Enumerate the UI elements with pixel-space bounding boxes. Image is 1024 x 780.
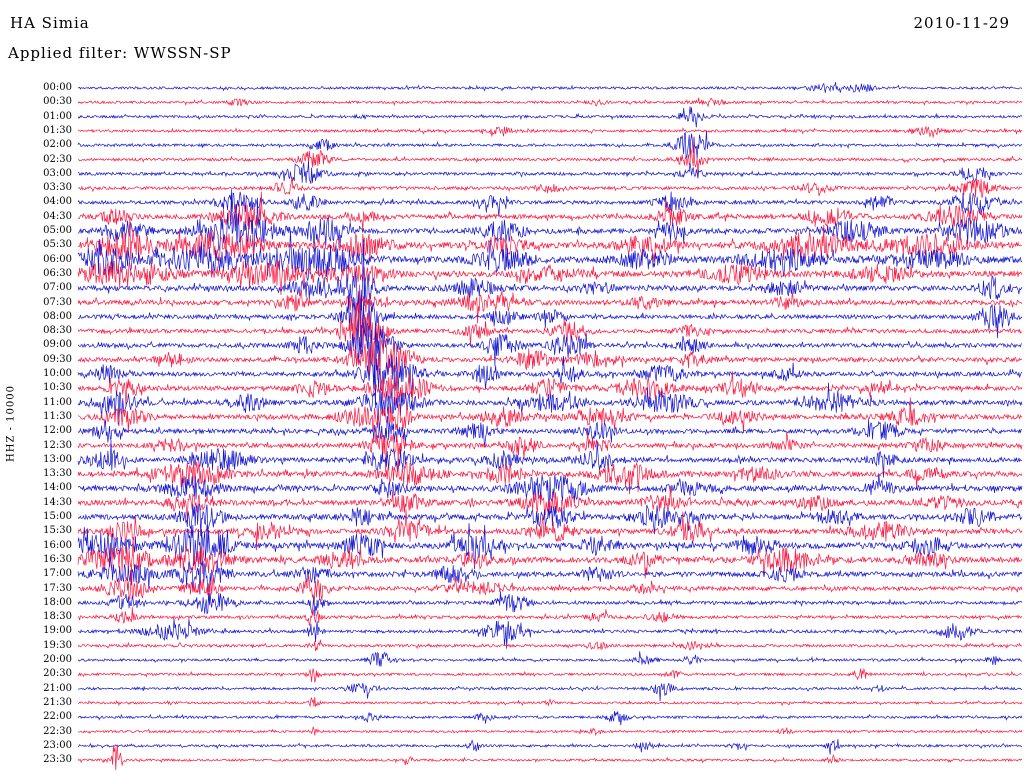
time-label: 17:30 — [43, 582, 72, 594]
seismogram-trace-02:30 — [77, 140, 1023, 175]
seismogram-trace-07:30 — [77, 289, 1023, 324]
time-label: 20:00 — [43, 654, 72, 665]
time-label: 14:30 — [43, 496, 72, 508]
seismogram-trace-16:30 — [77, 536, 1023, 579]
seismogram-trace-09:00 — [77, 322, 1022, 390]
time-label: 20:30 — [43, 668, 72, 680]
seismogram-trace-07:00 — [77, 239, 1023, 311]
seismogram-trace-00:00 — [77, 82, 1023, 93]
time-label: 04:30 — [43, 210, 72, 222]
time-label: 05:00 — [43, 225, 72, 236]
seismogram-trace-11:00 — [77, 382, 1023, 428]
time-label: 21:00 — [43, 682, 72, 694]
seismogram-trace-14:00 — [77, 473, 1023, 519]
seismogram-trace-17:30 — [77, 564, 1023, 606]
seismogram-trace-01:00 — [77, 106, 1023, 128]
seismogram-trace-03:00 — [77, 161, 1023, 184]
time-label: 10:00 — [43, 368, 72, 379]
time-label: 23:00 — [43, 739, 72, 751]
seismogram-trace-08:00 — [77, 289, 1023, 339]
seismogram-trace-19:00 — [78, 618, 1023, 649]
seismogram-trace-12:30 — [77, 425, 1023, 472]
time-label: 00:30 — [43, 96, 72, 108]
seismogram-trace-11:30 — [77, 397, 1023, 434]
seismogram-trace-17:00 — [77, 556, 1023, 595]
time-label: 18:00 — [43, 596, 72, 608]
time-label: 14:00 — [43, 482, 72, 494]
seismogram-trace-14:30 — [77, 485, 1023, 523]
time-label: 11:30 — [43, 410, 72, 422]
seismogram-trace-04:00 — [77, 191, 1023, 217]
seismogram-trace-05:00 — [77, 189, 1023, 265]
time-label: 08:00 — [43, 310, 72, 322]
seismogram-trace-22:30 — [77, 726, 1023, 737]
seismogram-trace-18:00 — [77, 591, 1023, 616]
time-label: 13:00 — [43, 453, 72, 465]
seismogram-trace-15:00 — [77, 503, 1023, 537]
time-label: 12:30 — [43, 439, 72, 451]
time-label: 15:00 — [43, 511, 72, 522]
seismogram-trace-10:00 — [77, 354, 1023, 409]
time-label: 19:00 — [43, 625, 72, 637]
time-label: 05:30 — [43, 239, 72, 251]
time-label: 01:00 — [43, 110, 72, 122]
seismogram-trace-23:00 — [77, 739, 1023, 755]
seismogram-trace-03:30 — [77, 176, 1023, 198]
seismogram-trace-08:30 — [77, 284, 1023, 352]
seismogram-trace-22:00 — [77, 711, 1023, 726]
time-label: 04:00 — [43, 196, 72, 208]
time-label: 19:30 — [43, 639, 72, 651]
time-label: 00:00 — [43, 82, 72, 93]
seismogram-trace-06:30 — [77, 260, 1023, 296]
time-label: 02:30 — [43, 153, 72, 165]
time-label: 13:30 — [43, 468, 72, 480]
time-label: 03:30 — [43, 182, 72, 194]
time-label: 22:30 — [43, 725, 72, 737]
seismogram-trace-16:00 — [77, 523, 1023, 570]
time-label: 03:00 — [43, 167, 72, 179]
time-label: 07:30 — [43, 296, 72, 308]
seismogram-trace-20:00 — [77, 651, 1022, 667]
seismogram-trace-23:30 — [77, 744, 1023, 771]
time-label: 09:00 — [43, 339, 72, 351]
time-label: 07:00 — [43, 282, 72, 294]
time-label: 15:30 — [43, 525, 72, 537]
time-label: 16:00 — [43, 539, 72, 551]
seismogram-trace-20:30 — [77, 667, 1022, 683]
time-label: 02:00 — [43, 139, 72, 151]
time-label: 17:00 — [43, 568, 72, 580]
seismogram-trace-00:30 — [77, 97, 1023, 108]
time-label: 18:30 — [43, 611, 72, 623]
record-date: 2010-11-29 — [913, 14, 1010, 32]
seismogram-trace-21:30 — [77, 696, 1023, 708]
seismogram-trace-01:30 — [77, 125, 1022, 138]
time-label: 01:30 — [43, 124, 72, 136]
station-name: HA Simia — [10, 14, 90, 32]
time-label: 12:00 — [43, 425, 72, 437]
time-label: 10:30 — [43, 382, 72, 394]
time-label: 16:30 — [43, 553, 72, 565]
seismogram-trace-04:30 — [77, 191, 1023, 231]
seismogram-trace-18:30 — [77, 606, 1023, 626]
seismogram-trace-21:00 — [78, 682, 1023, 702]
time-label: 06:30 — [43, 267, 72, 279]
seismogram-trace-15:30 — [77, 509, 1023, 551]
time-label: 22:00 — [43, 711, 72, 723]
time-label: 11:00 — [43, 396, 72, 408]
time-label: 08:30 — [43, 325, 72, 337]
time-label: 09:30 — [43, 353, 72, 365]
time-label: 06:00 — [43, 253, 72, 265]
seismogram-trace-13:00 — [77, 439, 1023, 478]
seismogram-trace-05:30 — [77, 219, 1023, 265]
seismogram-trace-13:30 — [77, 451, 1023, 495]
time-label: 23:30 — [43, 754, 72, 766]
seismogram-trace-19:30 — [77, 639, 1023, 652]
time-axis: 00:00 00:30 01:00 01:30 02:00 02:30 03:00 03:30… — [0, 0, 76, 780]
time-label: 21:30 — [43, 696, 72, 708]
seismogram-trace-02:00 — [77, 130, 1023, 160]
seismogram-trace-09:30 — [77, 337, 1023, 380]
seismogram-trace-12:00 — [77, 415, 1023, 448]
applied-filter-label: Applied filter: WWSSN-SP — [8, 44, 232, 62]
